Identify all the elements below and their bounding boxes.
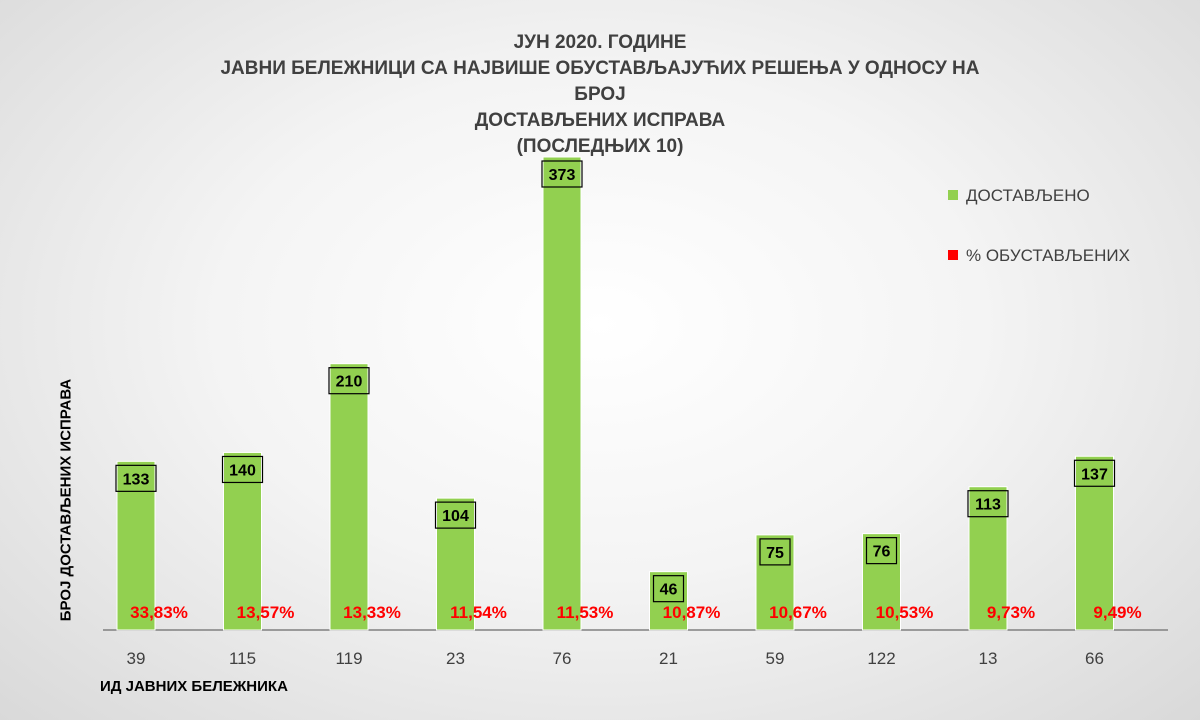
data-label-box xyxy=(652,575,685,603)
x-tick-label: 39 xyxy=(127,649,146,668)
percent-label: 13,33% xyxy=(343,603,401,622)
percent-label: 9,73% xyxy=(987,603,1035,622)
data-label: 133 xyxy=(123,471,150,488)
legend-item-suspended-percent: % ОБУСТАВЉЕНИХ xyxy=(948,246,1130,266)
title-line-4: (ПОСЛЕДЊИХ 10) xyxy=(516,136,684,157)
data-label-box xyxy=(115,464,157,492)
bar xyxy=(755,534,795,631)
bar xyxy=(436,497,475,631)
x-tick-label: 119 xyxy=(335,649,362,668)
data-label-box xyxy=(759,538,791,566)
data-label: 113 xyxy=(975,497,1001,514)
percent-label: 11,53% xyxy=(557,603,614,622)
data-label: 76 xyxy=(873,544,891,561)
x-axis-label: ИД ЈАВНИХ БЕЛЕЖНИКА xyxy=(100,678,288,695)
x-tick-label: 76 xyxy=(553,649,572,668)
legend-item-delivered: ДОСТАВЉЕНО xyxy=(948,186,1090,206)
bar xyxy=(1075,455,1114,631)
x-tick-label: 66 xyxy=(1085,649,1104,668)
bar xyxy=(649,571,688,631)
bar xyxy=(116,460,156,631)
percent-label: 11,54% xyxy=(450,603,507,622)
x-tick-label: 13 xyxy=(979,649,998,668)
data-label: 75 xyxy=(766,545,784,562)
data-label: 137 xyxy=(1081,466,1108,483)
legend-label-delivered: ДОСТАВЉЕНО xyxy=(966,186,1090,205)
percent-label: 10,67% xyxy=(769,603,827,622)
bar xyxy=(968,486,1008,631)
data-label: 46 xyxy=(660,582,678,599)
title-line-3: ДОСТАВЉЕНИХ ИСПРАВА xyxy=(474,110,726,131)
data-label-box xyxy=(1073,459,1116,487)
percent-label: 33,83% xyxy=(130,603,188,622)
data-label: 140 xyxy=(229,462,256,479)
data-label-box xyxy=(541,160,583,188)
percent-label: 10,53% xyxy=(876,603,934,622)
legend-label-suspended-percent: % ОБУСТАВЉЕНИХ xyxy=(966,246,1130,265)
x-tick-label: 23 xyxy=(446,649,465,668)
bar xyxy=(862,533,901,631)
title-line-2: ЈАВНИ БЕЛЕЖНИЦИ СА НАЈВИШЕ ОБУСТАВЉАЈУЋИ… xyxy=(220,58,980,105)
percent-label: 9,49% xyxy=(1093,603,1141,622)
percent-label: 10,87% xyxy=(663,603,721,622)
x-tick-label: 21 xyxy=(659,649,678,668)
percent-label: 13,57% xyxy=(237,603,295,622)
x-tick-label: 115 xyxy=(229,649,256,668)
bar xyxy=(329,363,369,631)
chart-title: ЈУН 2020. ГОДИНЕ ЈАВНИ БЕЛЕЖНИЦИ СА НАЈВ… xyxy=(200,30,1000,160)
title-line-1: ЈУН 2020. ГОДИНЕ xyxy=(513,32,687,53)
legend-swatch-suspended-percent xyxy=(948,250,958,260)
legend-swatch-delivered xyxy=(948,190,958,200)
data-label-box xyxy=(221,455,264,484)
bar xyxy=(542,156,582,631)
data-label: 210 xyxy=(336,374,363,391)
data-label-box xyxy=(967,490,1009,518)
data-label-box xyxy=(434,501,477,529)
x-tick-label: 122 xyxy=(867,649,895,668)
data-label: 373 xyxy=(549,167,576,184)
x-tick-label: 59 xyxy=(766,649,785,668)
data-label: 104 xyxy=(442,508,469,525)
data-label-box xyxy=(328,367,370,395)
data-label-box xyxy=(865,537,898,565)
